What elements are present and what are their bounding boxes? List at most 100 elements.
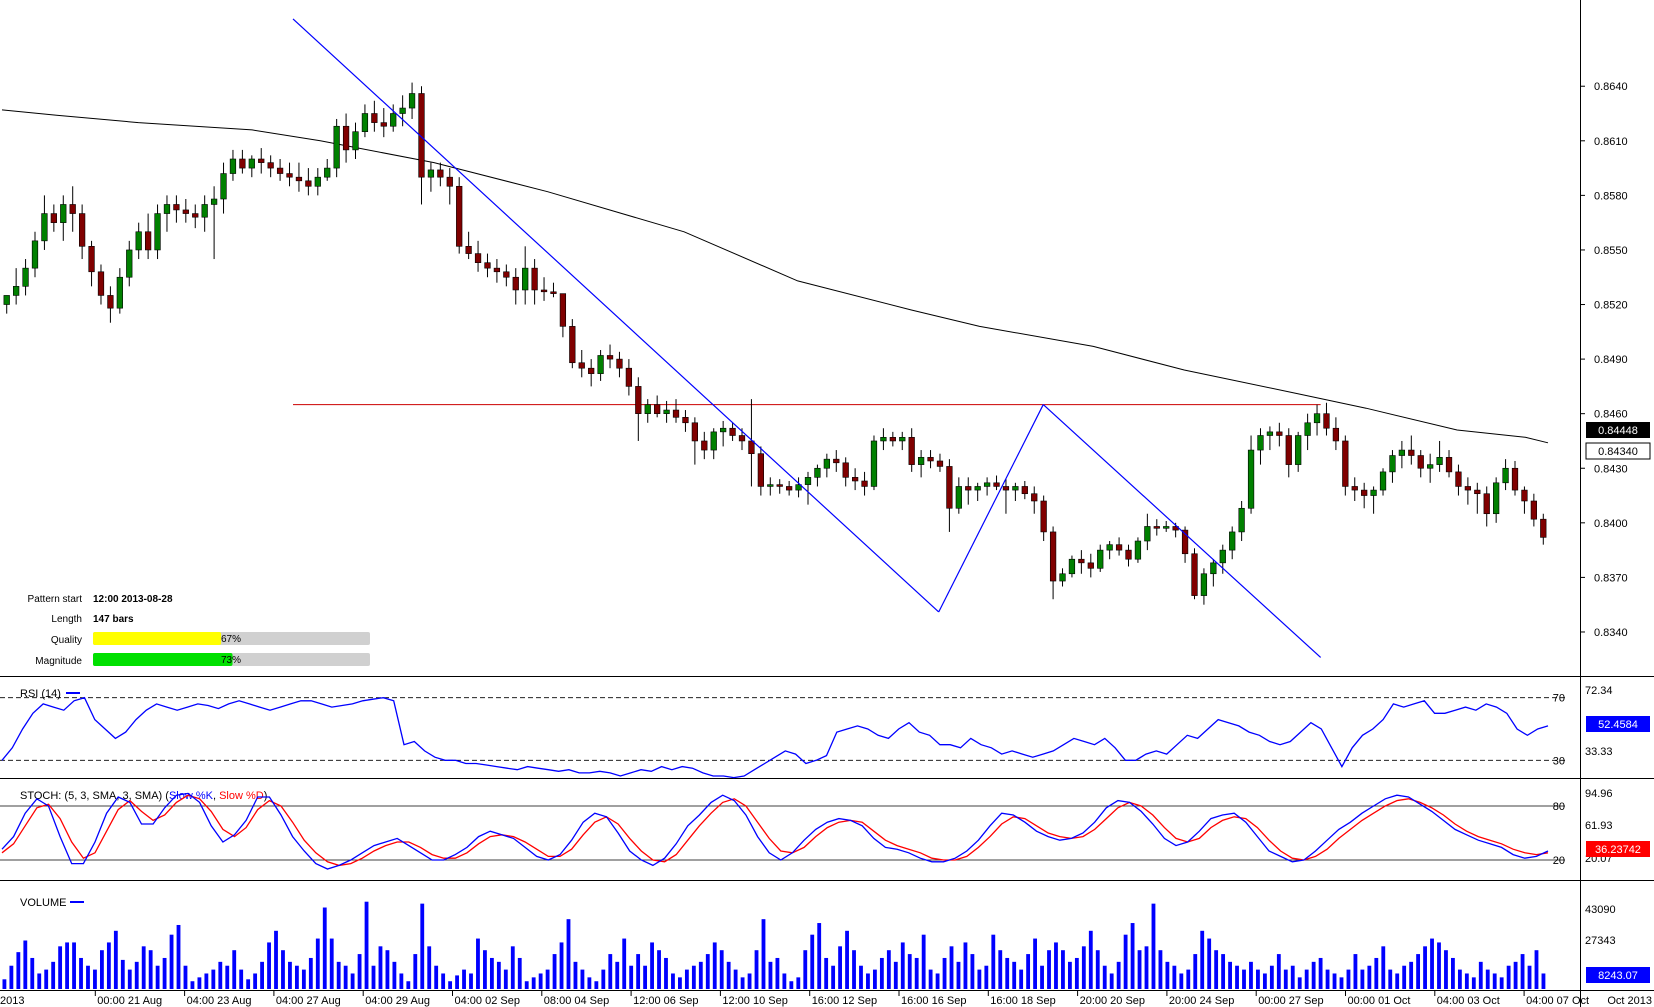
volume-bar bbox=[1318, 957, 1323, 989]
candle-up bbox=[1106, 544, 1113, 551]
candle-down bbox=[1285, 435, 1292, 465]
x-tick-label: 04:00 27 Aug bbox=[276, 995, 341, 1007]
volume-bar bbox=[120, 959, 125, 989]
volume-bar bbox=[37, 973, 42, 989]
x-tick-label: 12:00 10 Sep bbox=[722, 995, 787, 1007]
volume-bar bbox=[79, 957, 83, 989]
volume-bar bbox=[225, 965, 230, 989]
volume-bar bbox=[831, 965, 836, 989]
magnitude-percent: 73% bbox=[221, 655, 241, 666]
candle-down bbox=[493, 267, 501, 273]
volume-bar bbox=[1116, 961, 1121, 989]
pattern-start-value: 12:00 2013-08-28 bbox=[93, 594, 173, 605]
candle-up bbox=[1238, 507, 1245, 533]
volume-bar bbox=[1033, 938, 1037, 989]
candle-down bbox=[701, 440, 708, 451]
volume-bar bbox=[629, 965, 634, 989]
volume-bar bbox=[1109, 973, 1114, 989]
volume-bar bbox=[1492, 973, 1497, 989]
volume-bar bbox=[1019, 969, 1024, 989]
candle-up bbox=[1257, 435, 1264, 451]
candle-down bbox=[927, 457, 934, 462]
candle-down bbox=[437, 169, 444, 178]
volume-value: 8243.07 bbox=[1598, 970, 1638, 982]
volume-bar bbox=[1088, 930, 1093, 989]
volume-bar bbox=[1172, 965, 1177, 989]
candle-down bbox=[1078, 558, 1085, 564]
volume-bar bbox=[1416, 954, 1421, 989]
volume-bar bbox=[942, 957, 947, 989]
volume-bar bbox=[991, 934, 996, 989]
volume-bar bbox=[796, 977, 801, 989]
candle-down bbox=[861, 480, 868, 487]
candle-down bbox=[889, 437, 896, 442]
volume-bar bbox=[1374, 957, 1379, 989]
candle-down bbox=[258, 158, 265, 163]
rsi-value: 52.4584 bbox=[1598, 719, 1638, 731]
pattern-magnitude-label: Magnitude bbox=[35, 656, 82, 667]
volume-bar bbox=[1499, 977, 1504, 989]
candle-down bbox=[1511, 467, 1519, 491]
candle-down bbox=[738, 435, 746, 442]
volume-bar bbox=[1339, 977, 1344, 989]
candle-up bbox=[663, 409, 670, 414]
rsi-value-badge bbox=[1586, 716, 1650, 732]
candle-down bbox=[776, 484, 783, 487]
pattern-length-label: Length bbox=[51, 614, 82, 625]
volume-bar bbox=[712, 942, 717, 989]
candle-down bbox=[1191, 553, 1198, 596]
candle-down bbox=[503, 271, 510, 278]
candlesticks bbox=[3, 82, 1547, 605]
volume-bar bbox=[1137, 950, 1142, 989]
candle-down bbox=[1323, 413, 1330, 429]
volume-bar bbox=[364, 901, 369, 989]
volume-bar bbox=[1485, 969, 1490, 989]
candle-down bbox=[1181, 529, 1189, 555]
volume-bar bbox=[1061, 950, 1065, 989]
volume-bar bbox=[1054, 942, 1058, 989]
candle-up bbox=[41, 213, 48, 242]
price-panel: 0.8340 0.8370 0.8400 0.8430 0.8460 0.8490 0.85… bbox=[1, 18, 1651, 667]
volume-bar bbox=[127, 969, 132, 989]
volume-bar bbox=[1353, 954, 1358, 989]
candle-up bbox=[352, 131, 359, 151]
volume-bar bbox=[1151, 903, 1156, 989]
magnitude-bar-fill bbox=[93, 653, 233, 666]
volume-bar bbox=[747, 973, 752, 989]
candle-down bbox=[295, 176, 303, 182]
candle-down bbox=[474, 253, 482, 263]
candle-down bbox=[79, 213, 86, 247]
volume-bar bbox=[580, 969, 585, 989]
volume-bar bbox=[1047, 950, 1051, 989]
volume-bar bbox=[754, 950, 759, 989]
price-tick-label: 0.8580 bbox=[1594, 190, 1628, 202]
volume-bar bbox=[1527, 965, 1532, 989]
candle-up bbox=[880, 437, 887, 442]
volume-bar bbox=[1165, 961, 1170, 989]
volume-bar bbox=[1067, 961, 1072, 989]
volume-bar bbox=[72, 942, 76, 989]
stoch-tick: 94.96 bbox=[1585, 788, 1613, 800]
volume-value-badge bbox=[1586, 967, 1650, 983]
volume-bar bbox=[1074, 957, 1079, 989]
candle-down bbox=[654, 404, 661, 414]
candle-down bbox=[559, 293, 567, 327]
candle-up bbox=[983, 482, 991, 487]
volume-bar bbox=[1242, 969, 1246, 989]
volume-bar bbox=[371, 965, 376, 989]
rsi-level-label: 70 bbox=[1553, 693, 1565, 705]
x-tick-label: 20:00 24 Sep bbox=[1169, 995, 1234, 1007]
volume-bar bbox=[907, 954, 912, 989]
candle-up bbox=[1427, 464, 1434, 469]
candle-up bbox=[1295, 435, 1302, 465]
x-tick-label: 12:00 06 Sep bbox=[633, 995, 698, 1007]
volume-bar bbox=[1005, 957, 1010, 989]
volume-bar bbox=[455, 975, 459, 989]
volume-bar bbox=[1040, 965, 1044, 989]
volume-bar bbox=[58, 946, 63, 989]
candle-up bbox=[1097, 549, 1104, 569]
volume-bar bbox=[1123, 934, 1128, 989]
candle-up bbox=[1200, 573, 1208, 596]
volume-bar bbox=[963, 942, 968, 989]
x-tick-label: 20:00 20 Sep bbox=[1080, 995, 1145, 1007]
